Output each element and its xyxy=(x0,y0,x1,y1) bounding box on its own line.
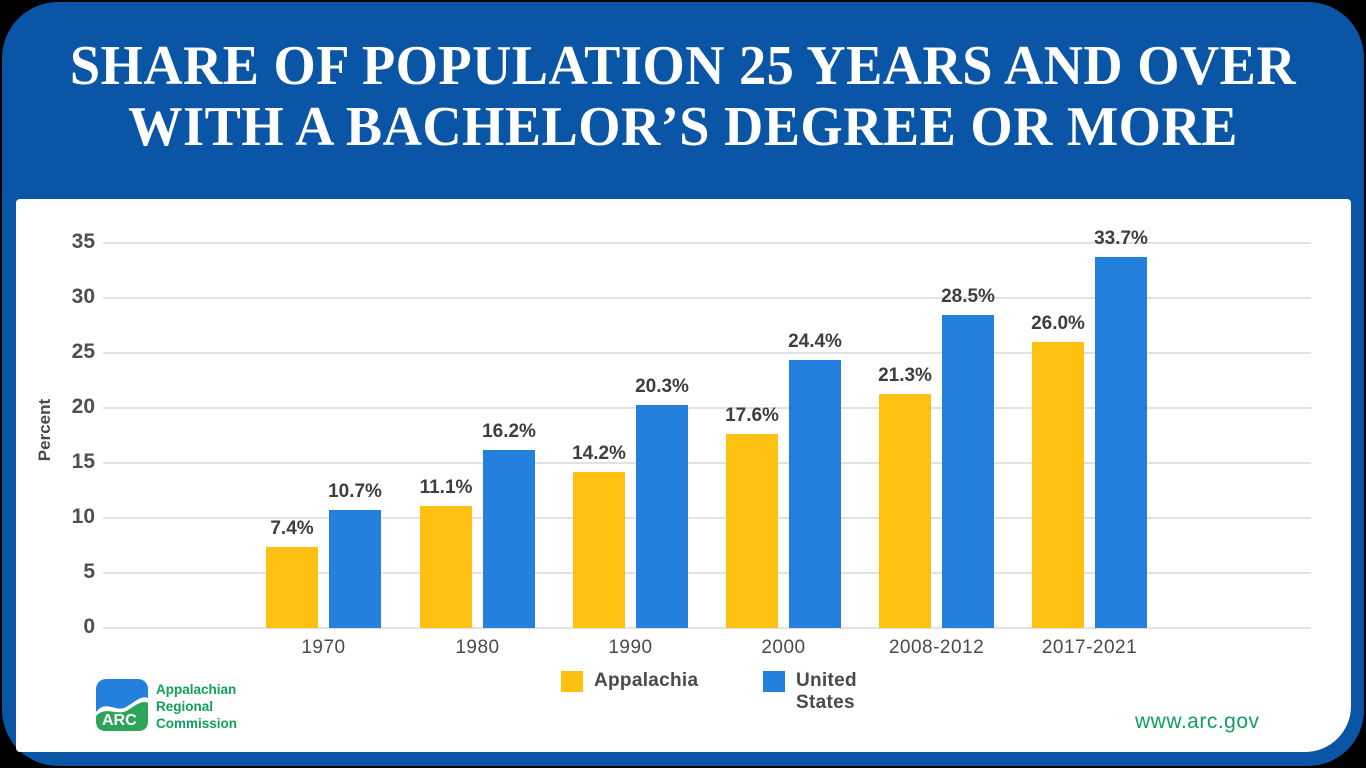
y-tick-label: 15 xyxy=(71,450,95,473)
gridline xyxy=(103,352,1311,354)
title-line-2: WITH A BACHELOR’S DEGREE OR MORE xyxy=(128,96,1238,158)
x-tick-label: 2000 xyxy=(761,637,806,658)
bar-value-label: 20.3% xyxy=(635,375,689,397)
bar-value-label: 10.7% xyxy=(328,481,382,503)
x-tick-label: 1990 xyxy=(608,637,653,658)
bar-appalachia-2008-2012 xyxy=(879,393,931,628)
arc-logo-icon: ARC xyxy=(96,679,148,731)
bar-united-states-1990 xyxy=(636,404,688,628)
x-tick-label: 1970 xyxy=(301,637,346,658)
legend-swatch-united-states xyxy=(763,671,785,692)
bar-appalachia-1970 xyxy=(266,546,318,628)
legend-swatch-appalachia xyxy=(561,671,583,692)
arc-logo-text: ARC xyxy=(102,712,137,729)
y-axis-label: Percent xyxy=(35,398,54,462)
gridline xyxy=(103,297,1311,299)
y-tick-label: 0 xyxy=(83,615,95,638)
y-tick-label: 25 xyxy=(71,340,95,363)
title-line-1: SHARE OF POPULATION 25 YEARS AND OVER xyxy=(69,35,1297,97)
y-tick-label: 20 xyxy=(71,395,95,418)
bar-value-label: 24.4% xyxy=(788,330,842,352)
gridline xyxy=(103,407,1311,409)
bar-value-label: 14.2% xyxy=(572,442,626,464)
website-url: www.arc.gov xyxy=(1135,710,1260,733)
arc-logo: ARC xyxy=(96,679,148,736)
x-tick-label: 2017-2021 xyxy=(1041,637,1138,658)
bar-united-states-2000 xyxy=(789,359,841,628)
page-title: SHARE OF POPULATION 25 YEARS AND OVER WI… xyxy=(20,36,1345,158)
gridline xyxy=(103,627,1311,629)
bar-value-label: 17.6% xyxy=(725,405,779,427)
legend-label-appalachia: Appalachia xyxy=(594,670,699,691)
gridline xyxy=(103,242,1311,244)
org-line-1: Appalachian xyxy=(156,682,237,697)
gridline xyxy=(103,517,1311,519)
bar-value-label: 16.2% xyxy=(482,420,536,442)
y-tick-label: 10 xyxy=(71,505,95,528)
org-line-2: Regional xyxy=(156,699,214,714)
y-tick-label: 35 xyxy=(71,230,95,253)
bar-value-label: 7.4% xyxy=(270,517,314,539)
x-tick-label: 2008-2012 xyxy=(888,637,985,658)
org-line-3: Commission xyxy=(156,716,238,731)
bar-appalachia-2017-2021 xyxy=(1032,342,1084,628)
bar-united-states-1980 xyxy=(483,449,535,628)
bar-value-label: 26.0% xyxy=(1031,313,1085,334)
bar-united-states-2008-2012 xyxy=(942,314,994,628)
gridline xyxy=(103,462,1311,464)
y-tick-label: 5 xyxy=(83,560,95,583)
logo-org-name: Appalachian Regional Commission xyxy=(156,681,237,732)
bar-united-states-2017-2021 xyxy=(1095,257,1147,628)
bar-value-label: 21.3% xyxy=(878,364,932,386)
x-tick-label: 1980 xyxy=(455,637,500,658)
bar-appalachia-1980 xyxy=(420,505,472,628)
bar-united-states-1970 xyxy=(329,510,381,628)
bar-appalachia-2000 xyxy=(726,434,778,628)
bar-value-label: 33.7% xyxy=(1094,228,1148,250)
bar-appalachia-1990 xyxy=(573,471,625,628)
bar-value-label: 11.1% xyxy=(419,476,473,498)
bar-value-label: 28.5% xyxy=(941,285,995,307)
gridline xyxy=(103,572,1311,574)
legend-label-united-states: United States xyxy=(796,670,857,713)
y-tick-label: 30 xyxy=(71,285,95,308)
